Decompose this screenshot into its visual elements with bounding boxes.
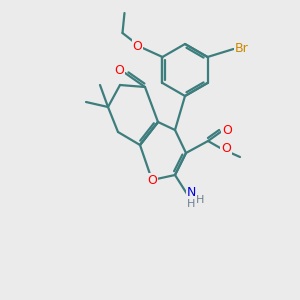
Text: O: O (114, 64, 124, 77)
Text: Br: Br (235, 41, 248, 55)
Text: N: N (186, 187, 196, 200)
Text: O: O (221, 142, 231, 155)
Text: H: H (187, 199, 195, 209)
Text: O: O (222, 124, 232, 136)
Text: O: O (133, 40, 142, 52)
Text: O: O (147, 173, 157, 187)
Text: H: H (196, 195, 204, 205)
